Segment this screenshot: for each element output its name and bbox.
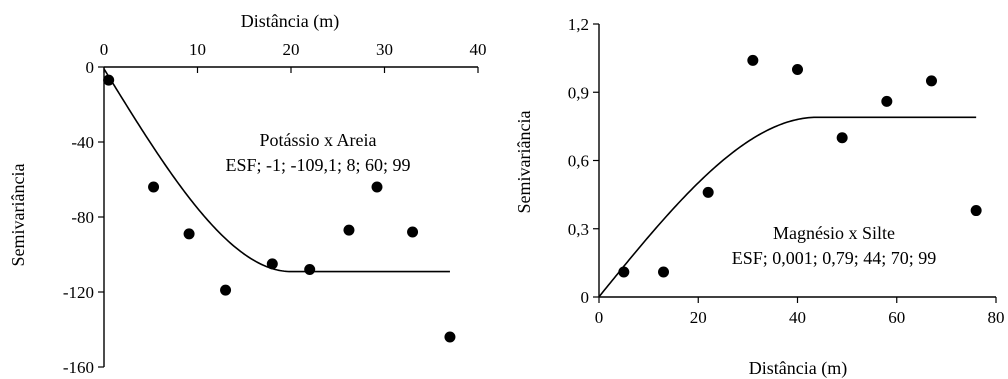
x-tick-label: 0 (100, 40, 109, 59)
y-tick-label: -160 (63, 358, 94, 377)
data-point (183, 228, 195, 240)
data-point (618, 266, 630, 278)
data-points (103, 74, 456, 343)
chart-potassio-areia: Distância (m) Semivariância 0 10 20 30 40 0 -… (8, 11, 487, 377)
x-tick-label: 10 (189, 40, 206, 59)
y-axis-title: Semivariância (8, 164, 28, 267)
spherical-model-curve (103, 68, 450, 273)
annotation-params: ESF; 0,001; 0,79; 44; 70; 99 (732, 248, 937, 268)
y-tick-label: -40 (71, 133, 94, 152)
x-tick-label: 30 (376, 40, 393, 59)
data-point (836, 132, 848, 144)
x-tick-label: 40 (470, 40, 487, 59)
x-tick-label: 40 (789, 308, 806, 327)
data-point (148, 181, 160, 193)
data-points (618, 54, 982, 278)
x-tick-label: 60 (888, 308, 905, 327)
data-point (444, 331, 456, 343)
data-point (702, 186, 714, 198)
data-point (792, 64, 803, 75)
data-point (881, 95, 893, 107)
x-tick-label: 20 (283, 40, 300, 59)
y-tick-label: 1,2 (568, 15, 589, 34)
data-point (747, 54, 759, 66)
data-point (371, 181, 383, 193)
y-ticks: 0 -40 -80 -120 -160 (63, 58, 104, 377)
data-point (407, 226, 419, 238)
y-tick-label: 0 (86, 58, 95, 77)
x-tick-label: 80 (988, 308, 1005, 327)
y-tick-label: -80 (71, 208, 94, 227)
x-tick-label: 20 (690, 308, 707, 327)
annotation-title: Potássio x Areia (260, 130, 377, 150)
spherical-model-curve (598, 116, 977, 298)
y-tick-label: 0,9 (568, 83, 589, 102)
x-tick-label: 0 (595, 308, 604, 327)
chart-magnesio-silte: Distância (m) Semivariância 0 20 40 60 80 00… (514, 15, 1005, 379)
x-ticks: 0 20 40 60 80 (595, 297, 1005, 327)
x-ticks: 0 10 20 30 40 (100, 40, 487, 73)
data-point (970, 205, 982, 217)
y-tick-label: -120 (63, 283, 94, 302)
y-tick-label: 0 (581, 288, 590, 307)
y-ticks: 0 0,3 0,6 0,9 1,2 (568, 15, 599, 307)
data-point (658, 266, 670, 278)
y-axis-title: Semivariância (514, 111, 534, 214)
x-axis-title: Distância (m) (241, 11, 339, 32)
data-point (343, 224, 355, 236)
data-point (925, 75, 937, 87)
x-axis-title: Distância (m) (749, 358, 847, 379)
annotation-title: Magnésio x Silte (773, 223, 895, 243)
data-point (266, 258, 278, 270)
y-tick-label: 0,6 (568, 152, 589, 171)
data-point (220, 284, 232, 296)
data-point (304, 264, 316, 275)
y-tick-label: 0,3 (568, 220, 589, 239)
data-point (103, 74, 115, 86)
annotation-params: ESF; -1; -109,1; 8; 60; 99 (225, 155, 410, 175)
